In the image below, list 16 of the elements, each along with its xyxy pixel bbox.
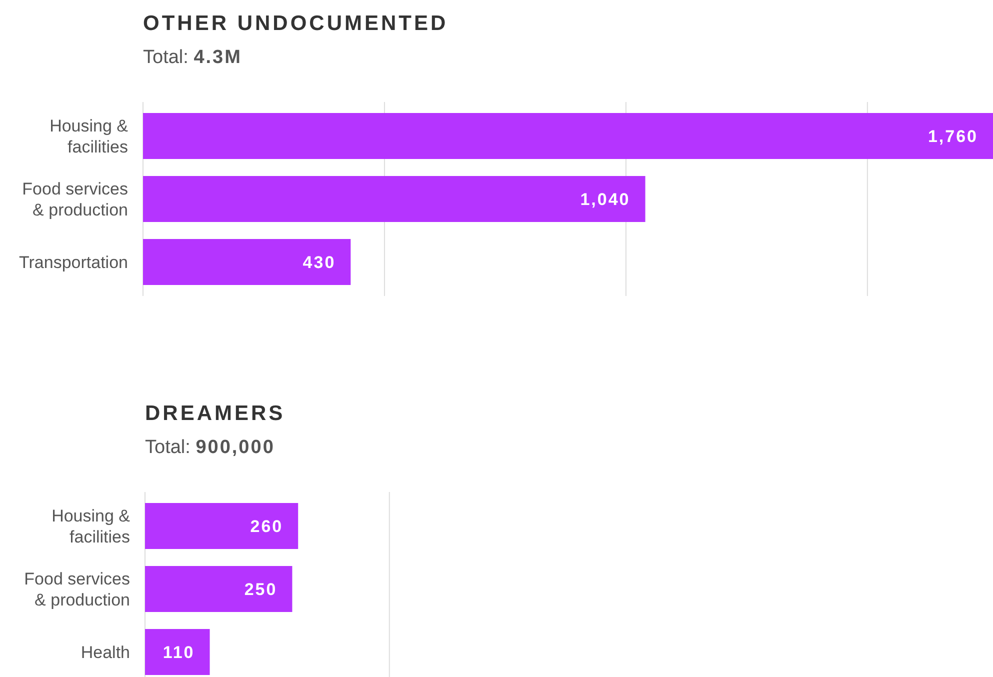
data-label: 110 (162, 643, 195, 662)
y-tick-label: Housing & facilities (50, 116, 129, 156)
chart-title: DREAMERS (145, 402, 286, 425)
data-label: 430 (302, 253, 336, 272)
y-tick-label: Housing & facilities (52, 506, 131, 546)
y-tick-label: Health (80, 643, 130, 662)
data-label: 250 (244, 580, 278, 599)
y-tick-label: Food services & production (22, 180, 128, 220)
y-tick-label: Food services & production (24, 570, 130, 610)
y-tick-label: Transportation (19, 253, 128, 272)
data-label: 1,760 (928, 127, 978, 146)
chart-subtitle: Total: 900,000 (145, 437, 275, 458)
chart-title: OTHER UNDOCUMENTED (143, 12, 448, 35)
data-label: 1,040 (580, 190, 630, 209)
chart-subtitle: Total: 4.3M (143, 47, 242, 68)
data-label: 260 (250, 517, 284, 536)
